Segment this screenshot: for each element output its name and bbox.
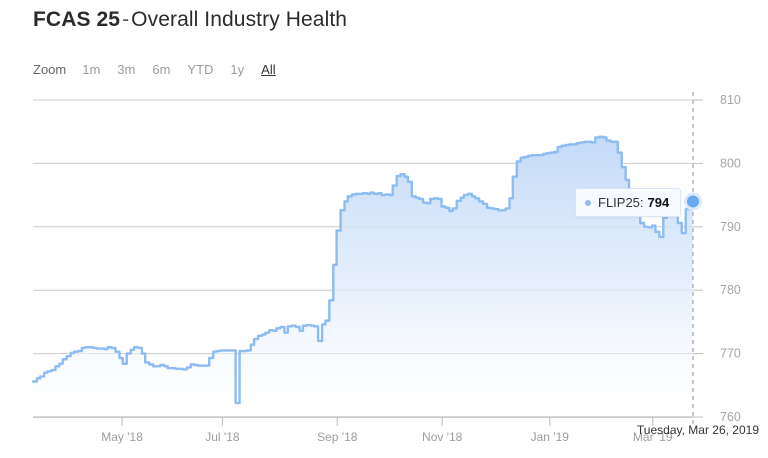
range-button-1m[interactable]: 1m xyxy=(82,62,101,77)
range-selector-label: Zoom xyxy=(33,62,67,77)
last-point-marker[interactable] xyxy=(687,195,699,208)
range-button-all[interactable]: All xyxy=(261,62,276,77)
y-tick-770: 770 xyxy=(720,347,741,361)
current-date-label: Tuesday, Mar 26, 2019 xyxy=(636,423,759,437)
page-title-strong: FCAS 25 xyxy=(33,8,121,31)
chart-y-axis-ticks xyxy=(693,99,703,418)
range-button-1y[interactable]: 1y xyxy=(230,62,245,77)
chart-tooltip: FLIP25: 794 xyxy=(575,188,682,217)
series-color-dot-icon xyxy=(585,199,591,206)
y-tick-790: 790 xyxy=(720,220,741,234)
range-button-6m[interactable]: 6m xyxy=(152,62,171,77)
tooltip-series-label: FLIP25: xyxy=(598,195,644,210)
page-title: FCAS 25-Overall Industry Health xyxy=(33,6,347,34)
x-tick-label: Sep '18 xyxy=(317,430,358,444)
chart-x-axis xyxy=(33,416,693,426)
x-tick-label: Nov '18 xyxy=(422,430,463,444)
chart-line xyxy=(31,135,695,405)
range-selector: Zoom 1m 3m 6m YTD 1y All xyxy=(33,62,293,80)
x-tick-label: Mar '19 xyxy=(633,430,673,444)
range-button-ytd[interactable]: YTD xyxy=(187,62,214,77)
x-tick-label: May '18 xyxy=(101,430,143,444)
page-title-rest: Overall Industry Health xyxy=(131,8,348,31)
y-tick-760: 760 xyxy=(720,410,741,424)
chart-x-axis-labels: May '18 Jul '18 Sep '18 Nov '18 Jan '19 Mar '… xyxy=(101,430,673,444)
chart-area-fill xyxy=(33,136,693,417)
tooltip-value: 794 xyxy=(647,195,670,210)
y-tick-780: 780 xyxy=(720,283,741,297)
x-tick-label: Jan '19 xyxy=(531,430,570,444)
y-tick-800: 800 xyxy=(720,156,741,170)
x-tick-label: Jul '18 xyxy=(205,430,240,444)
y-tick-810: 810 xyxy=(720,93,741,107)
range-button-3m[interactable]: 3m xyxy=(117,62,136,77)
chart-y-axis-labels: 760 770 780 790 800 810 xyxy=(720,93,741,424)
page-title-separator: - xyxy=(122,8,130,31)
